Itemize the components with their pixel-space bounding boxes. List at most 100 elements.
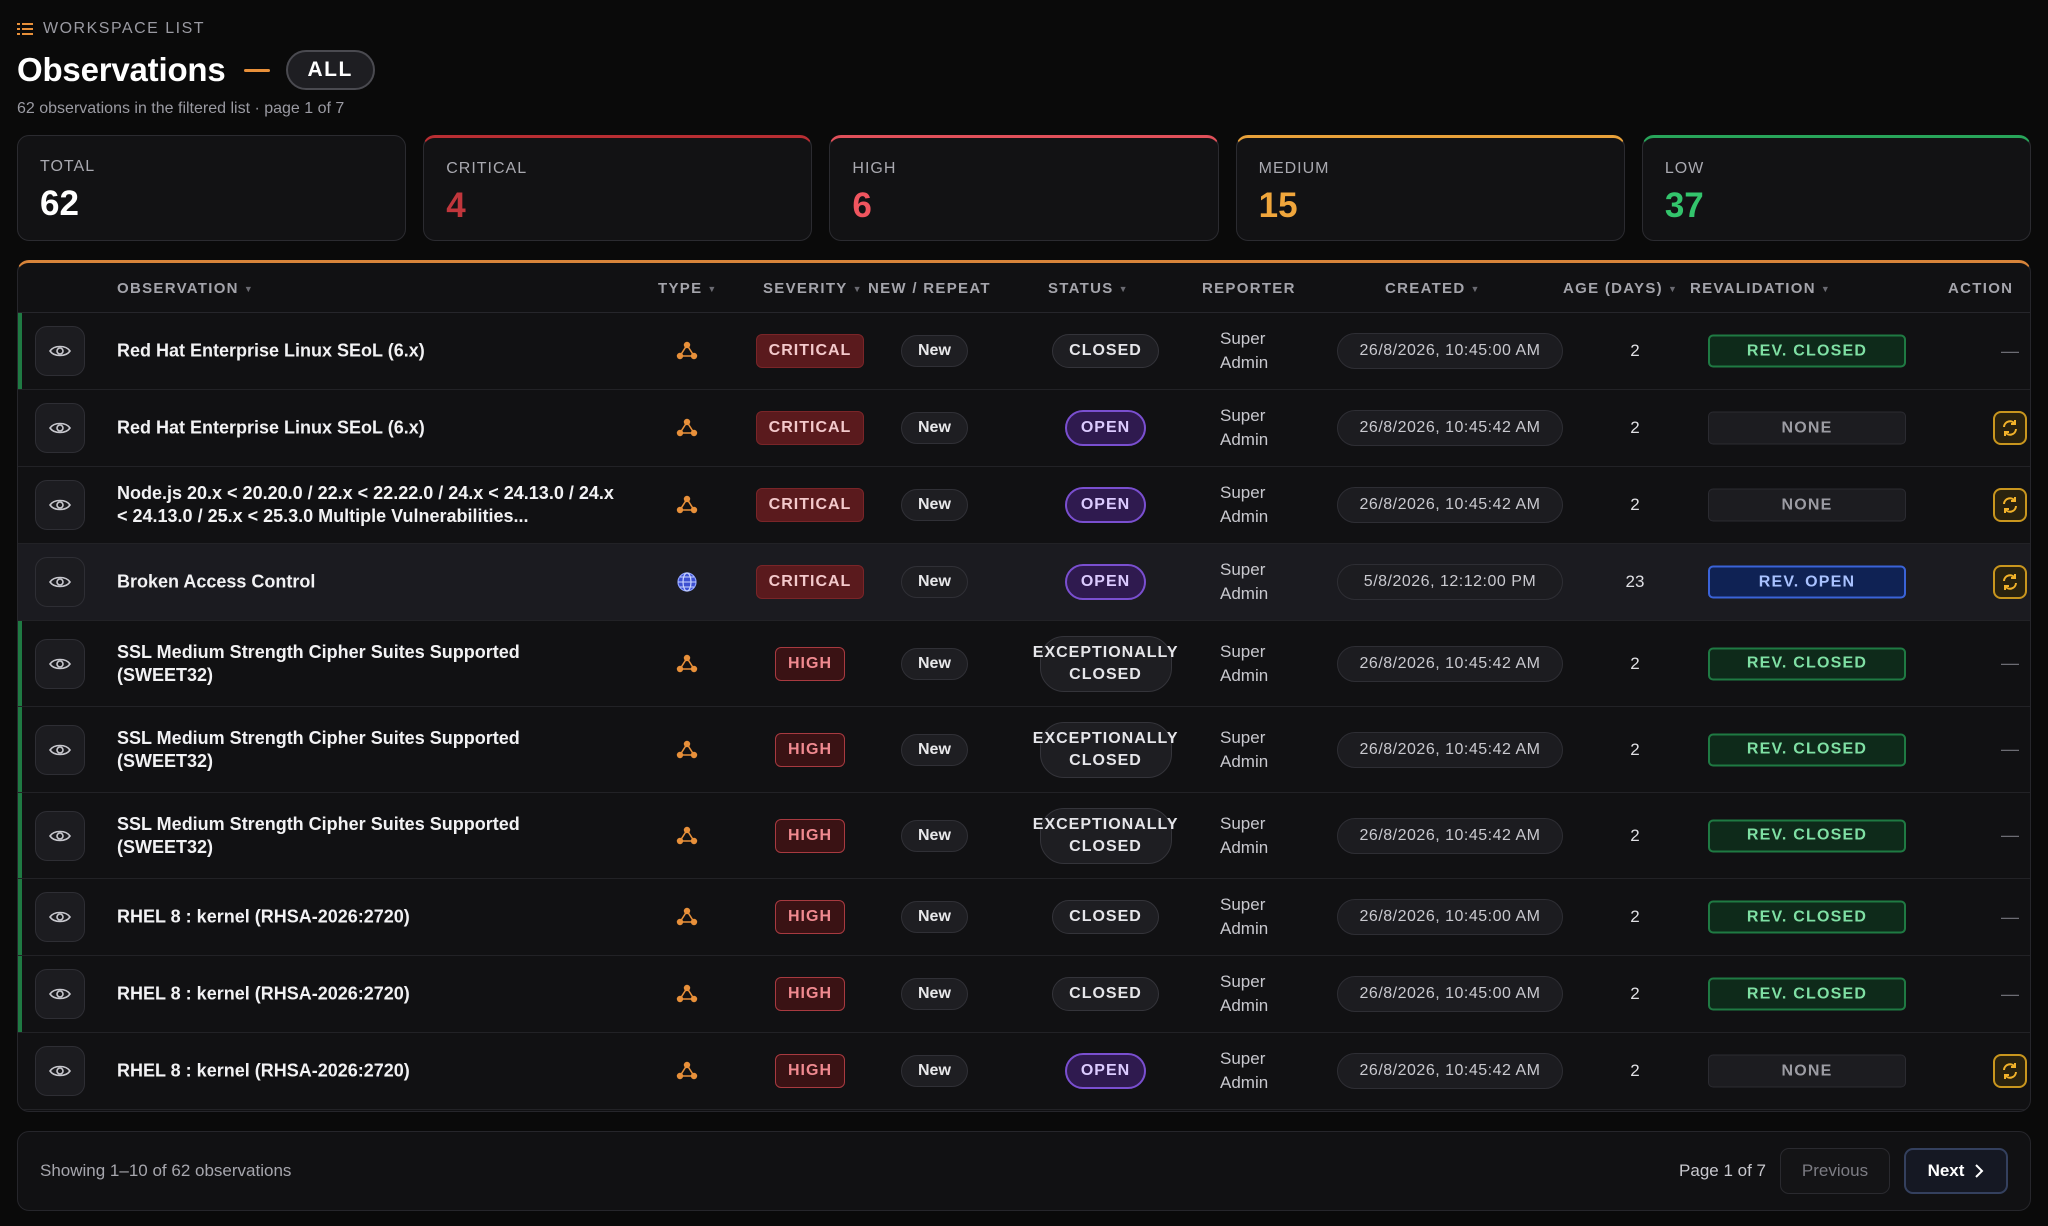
- view-eye-icon[interactable]: [35, 403, 85, 453]
- reporter-last: Admin: [1220, 507, 1269, 526]
- severity-badge: CRITICAL: [755, 411, 865, 445]
- column-age[interactable]: AGE (DAYS) ▼: [1563, 280, 1678, 297]
- reporter-first: Super: [1220, 1049, 1266, 1068]
- network-nodes-icon: [675, 738, 699, 762]
- row-action[interactable]: [1992, 1053, 2028, 1089]
- status-badge: OPEN: [1023, 487, 1188, 523]
- no-action-dash: —: [2001, 739, 2019, 759]
- revalidate-refresh-icon[interactable]: [1993, 1054, 2027, 1088]
- column-observation[interactable]: OBSERVATION ▼: [117, 280, 254, 297]
- table-row[interactable]: Broken Access Control CRITICAL New OPEN Supe…: [18, 544, 2030, 621]
- column-type[interactable]: TYPE ▼: [658, 280, 718, 297]
- new-repeat-badge: New: [901, 647, 968, 680]
- reporter-first: Super: [1220, 813, 1266, 833]
- scope-filter-pill[interactable]: ALL: [285, 50, 375, 90]
- row-action: —: [1992, 732, 2028, 768]
- created-date: 5/8/2026, 12:12:00 PM: [1337, 564, 1563, 600]
- row-action: —: [1992, 976, 2028, 1012]
- previous-button[interactable]: Previous: [1780, 1148, 1890, 1194]
- sort-icon: ▼: [243, 284, 255, 295]
- observation-title[interactable]: SSL Medium Strength Cipher Suites Suppor…: [117, 813, 520, 857]
- observation-title[interactable]: Node.js 20.x < 20.20.0 / 22.x < 22.22.0 …: [117, 483, 614, 526]
- revalidate-refresh-icon[interactable]: [1993, 565, 2027, 599]
- next-button[interactable]: Next: [1904, 1148, 2008, 1194]
- stat-card-low: LOW 37: [1641, 135, 2032, 241]
- reporter-name: Super Admin: [1220, 327, 1310, 375]
- network-nodes-icon: [675, 339, 699, 363]
- row-accent: [18, 707, 22, 792]
- age-days: 2: [1630, 984, 1640, 1003]
- status-badge: CLOSED: [1023, 977, 1188, 1011]
- severity-badge: CRITICAL: [755, 488, 865, 522]
- view-eye-icon[interactable]: [35, 810, 85, 861]
- column-label: NEW / REPEAT: [868, 280, 991, 297]
- status-label: EXCEPTIONALLY CLOSED: [1033, 635, 1178, 692]
- eyebrow-label: WORKSPACE LIST: [43, 20, 206, 37]
- title-dash: [243, 68, 270, 72]
- view-eye-icon[interactable]: [35, 326, 85, 376]
- table-row[interactable]: Node.js 20.x < 20.20.0 / 22.x < 22.22.0 …: [18, 467, 2030, 544]
- view-eye-icon[interactable]: [35, 1046, 85, 1096]
- observation-title[interactable]: Red Hat Enterprise Linux SEoL (6.x): [117, 340, 425, 361]
- created-date: 26/8/2026, 10:45:42 AM: [1337, 817, 1563, 854]
- stat-label: CRITICAL: [446, 160, 528, 177]
- observation-title[interactable]: RHEL 8 : kernel (RHSA-2026:2720): [117, 983, 410, 1004]
- age-days: 2: [1630, 495, 1640, 514]
- stat-label: TOTAL: [40, 158, 96, 175]
- age-days: 2: [1630, 907, 1640, 926]
- reporter-first: Super: [1220, 727, 1266, 747]
- view-eye-icon[interactable]: [35, 969, 85, 1019]
- revalidate-refresh-icon[interactable]: [1993, 411, 2027, 445]
- table-row[interactable]: SSL Medium Strength Cipher Suites Suppor…: [18, 707, 2030, 793]
- created-date: 26/8/2026, 10:45:00 AM: [1337, 899, 1563, 935]
- column-status[interactable]: STATUS ▼: [1048, 280, 1129, 297]
- column-created[interactable]: CREATED ▼: [1385, 280, 1481, 297]
- network-nodes-icon: [675, 982, 699, 1006]
- row-action[interactable]: [1992, 410, 2028, 446]
- observation-title[interactable]: SSL Medium Strength Cipher Suites Suppor…: [117, 727, 520, 771]
- revalidate-refresh-icon[interactable]: [1993, 488, 2027, 522]
- severity-label: CRITICAL: [755, 488, 865, 522]
- observation-title[interactable]: SSL Medium Strength Cipher Suites Suppor…: [117, 641, 520, 685]
- table-row[interactable]: Red Hat Enterprise Linux SEoL (6.x) CRITI…: [18, 313, 2030, 390]
- created-date: 26/8/2026, 10:45:00 AM: [1337, 976, 1563, 1012]
- reporter-last: Admin: [1220, 430, 1269, 449]
- column-revalidation[interactable]: REVALIDATION ▼: [1690, 280, 1831, 297]
- no-action-dash: —: [2001, 653, 2019, 673]
- new-repeat-badge: New: [901, 733, 968, 766]
- view-eye-icon[interactable]: [35, 480, 85, 530]
- sort-icon: ▼: [1820, 284, 1832, 295]
- view-eye-icon[interactable]: [35, 892, 85, 942]
- row-action[interactable]: [1992, 564, 2028, 600]
- severity-badge: HIGH: [758, 977, 862, 1011]
- observation-title[interactable]: RHEL 8 : kernel (RHSA-2026:2720): [117, 1060, 410, 1081]
- list-icon: [17, 23, 33, 35]
- table-row[interactable]: RHEL 8 : kernel (RHSA-2026:2720) HIGH New C…: [18, 879, 2030, 956]
- row-action[interactable]: [1992, 487, 2028, 523]
- observation-title[interactable]: Red Hat Enterprise Linux SEoL (6.x): [117, 417, 425, 438]
- table-row[interactable]: SSL Medium Strength Cipher Suites Suppor…: [18, 621, 2030, 707]
- network-nodes-icon: [675, 905, 699, 929]
- column-label: STATUS: [1048, 280, 1114, 297]
- reporter-last: Admin: [1220, 919, 1269, 938]
- stat-label: MEDIUM: [1258, 160, 1330, 177]
- table-row[interactable]: RHEL 8 : kernel (RHSA-2026:2720) HIGH New C…: [18, 956, 2030, 1033]
- new-repeat-badge: New: [901, 1055, 968, 1087]
- severity-badge: HIGH: [758, 818, 862, 853]
- table-row[interactable]: SSL Medium Strength Cipher Suites Suppor…: [18, 793, 2030, 879]
- view-eye-icon[interactable]: [35, 638, 85, 689]
- observation-title[interactable]: RHEL 8 : kernel (RHSA-2026:2720): [117, 906, 410, 927]
- title-row: Observations ALL: [17, 50, 375, 90]
- network-nodes-icon: [675, 416, 699, 440]
- created-date: 26/8/2026, 10:45:42 AM: [1337, 645, 1563, 682]
- table-row[interactable]: Red Hat Enterprise Linux SEoL (6.x) CRITI…: [18, 390, 2030, 467]
- revalidation-badge: REV. CLOSED: [1708, 977, 1906, 1011]
- column-label: ACTION: [1948, 280, 2014, 297]
- column-label: SEVERITY: [763, 280, 848, 297]
- view-eye-icon[interactable]: [35, 557, 85, 607]
- revalidation-badge: NONE: [1708, 488, 1906, 522]
- column-severity[interactable]: SEVERITY ▼: [763, 280, 863, 297]
- observation-title[interactable]: Broken Access Control: [117, 571, 316, 592]
- table-row[interactable]: RHEL 8 : kernel (RHSA-2026:2720) HIGH New O…: [18, 1033, 2030, 1110]
- view-eye-icon[interactable]: [35, 724, 85, 775]
